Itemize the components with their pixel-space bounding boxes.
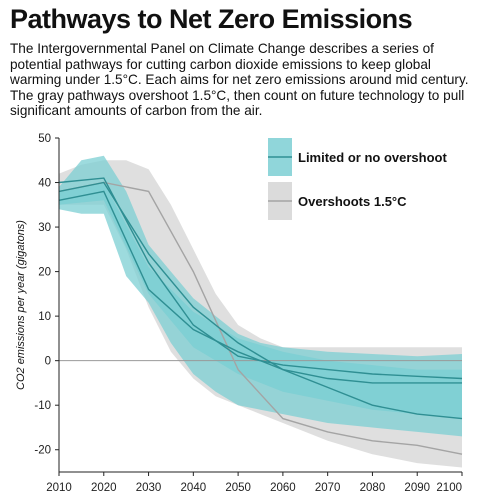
x-tick-label: 2090 — [404, 482, 430, 494]
x-tick-label: 2030 — [136, 482, 162, 494]
y-tick-label: 50 — [38, 133, 51, 145]
x-tick-label: 2040 — [181, 482, 207, 494]
legend-label-overshoot: Overshoots 1.5°C — [298, 194, 407, 209]
y-tick-label: 30 — [38, 222, 51, 234]
x-tick-label: 2100 — [436, 482, 462, 494]
y-tick-label: -10 — [34, 400, 51, 412]
x-tick-label: 2050 — [225, 482, 251, 494]
limited-line-3 — [58, 181, 463, 420]
y-axis-label: CO2 emissions per year (gigatons) — [15, 220, 27, 390]
chart-title: Pathways to Net Zero Emissions — [10, 4, 413, 34]
overshoot-line-1 — [58, 181, 463, 455]
y-tick-label: 0 — [45, 356, 51, 368]
x-tick-label: 2020 — [91, 482, 117, 494]
y-tick-label: -20 — [34, 445, 51, 457]
y-tick-label: 20 — [38, 267, 51, 279]
chart-subtitle: The Intergovernmental Panel on Climate C… — [10, 41, 469, 119]
x-tick-label: 2070 — [315, 482, 341, 494]
x-tick-label: 2060 — [270, 482, 296, 494]
limited-line-2 — [58, 190, 462, 384]
legend-label-limited: Limited or no overshoot — [298, 150, 447, 165]
y-tick-label: 40 — [38, 178, 51, 190]
x-tick-label: 2010 — [46, 482, 72, 494]
limited-band-inner — [59, 182, 462, 419]
y-tick-label: 10 — [38, 311, 51, 323]
x-tick-label: 2080 — [360, 482, 386, 494]
